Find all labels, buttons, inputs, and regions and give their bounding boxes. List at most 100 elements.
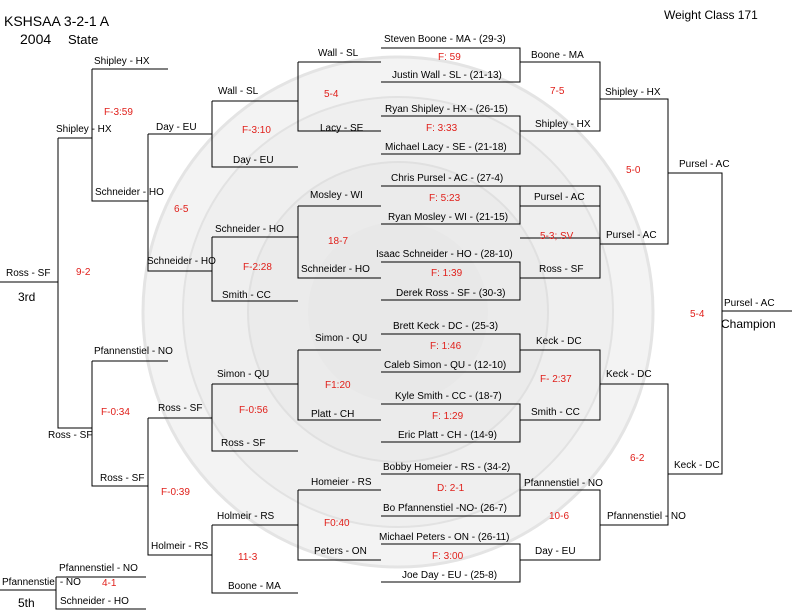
tournament-year: 2004 bbox=[20, 31, 52, 47]
bout-8-bottom: Joe Day - EU - (25-8) bbox=[402, 570, 498, 581]
cons-r4-1-top: Shipley - HX bbox=[94, 56, 150, 67]
cons-r1-3-top: Simon - QU bbox=[315, 333, 368, 344]
cons-r1-2-top: Mosley - WI bbox=[310, 190, 363, 201]
bout-1-top: Steven Boone - MA - (29-3) bbox=[384, 34, 506, 45]
cons-r2-3-bottom: Ross - SF bbox=[221, 438, 266, 449]
bout-4-top: Isaac Schneider - HO - (28-10) bbox=[376, 249, 513, 260]
bout-8-top: Michael Peters - ON - (26-11) bbox=[379, 532, 510, 543]
bout-5-bottom: Caleb Simon - QU - (12-10) bbox=[384, 360, 507, 371]
bout-1-bottom: Justin Wall - SL - (21-13) bbox=[392, 70, 502, 81]
qf-winner-4: Ross - SF bbox=[539, 264, 584, 275]
cons-r4-2 bbox=[91, 360, 168, 487]
cons-r2-4-bottom: Boone - MA bbox=[228, 581, 281, 592]
cons-r2-4-score: 11-3 bbox=[238, 552, 258, 563]
fifth-label: 5th bbox=[18, 596, 35, 610]
cons-r2-1-score: F-3:10 bbox=[242, 125, 271, 136]
bout-1-score: F: 59 bbox=[438, 52, 461, 63]
bout-5-top: Brett Keck - DC - (25-3) bbox=[393, 321, 499, 332]
qf-score-4: 10-6 bbox=[549, 511, 570, 522]
bout-7-bottom: Bo Pfannenstiel -NO- (26-7) bbox=[383, 503, 507, 514]
finalist-2: Keck - DC bbox=[674, 460, 720, 471]
cons-r1-1-top: Wall - SL bbox=[318, 48, 359, 59]
cons-r4-1-score: F-3:59 bbox=[104, 107, 133, 118]
cons-r2-1-bottom: Day - EU bbox=[233, 155, 274, 166]
cons-semi-winner-1: Shipley - HX bbox=[56, 124, 112, 135]
bout-7-score: D: 2-1 bbox=[437, 483, 465, 494]
bout-2-score: F: 3:33 bbox=[426, 123, 458, 134]
fifth-bottom: Schneider - HO bbox=[60, 596, 129, 607]
third-winner: Ross - SF bbox=[6, 268, 51, 279]
bout-2-top: Ryan Shipley - HX - (26-15) bbox=[385, 104, 508, 115]
qf-winner-5: Keck - DC bbox=[536, 336, 582, 347]
bout-4-score: F: 1:39 bbox=[431, 268, 463, 279]
qf-winner-3: Pursel - AC bbox=[534, 192, 585, 203]
cons-r2-1-top: Wall - SL bbox=[218, 86, 259, 97]
bout-3-score: F: 5:23 bbox=[429, 193, 461, 204]
fifth-winner: Pfannenstiel - NO bbox=[2, 577, 81, 588]
fifth-top: Pfannenstiel - NO bbox=[59, 563, 138, 574]
bout-6-top: Kyle Smith - CC - (18-7) bbox=[395, 391, 502, 402]
final-score: 5-4 bbox=[690, 309, 705, 320]
bout-6-bottom: Eric Platt - CH - (14-9) bbox=[398, 430, 497, 441]
cons-r4-1-bottom: Schneider - HO bbox=[95, 187, 164, 198]
finalist-1: Pursel - AC bbox=[679, 159, 730, 170]
cons-r3-1-score: 6-5 bbox=[174, 204, 189, 215]
semi-score-2: 6-2 bbox=[630, 453, 645, 464]
bout-8-score: F: 3:00 bbox=[432, 551, 464, 562]
cons-r3-2-bottom: Holmeir - RS bbox=[151, 541, 209, 552]
cons-r3-1-top: Day - EU bbox=[156, 122, 197, 133]
tournament-event: State bbox=[68, 32, 99, 47]
cons-r3-2-score: F-0:39 bbox=[161, 487, 190, 498]
semi-winner-1: Shipley - HX bbox=[605, 87, 661, 98]
tournament-title: KSHSAA 3-2-1 A bbox=[4, 13, 110, 29]
third-score: 9-2 bbox=[76, 267, 91, 278]
semi-winner-2: Pursel - AC bbox=[606, 230, 657, 241]
bout-2-bottom: Michael Lacy - SE - (21-18) bbox=[385, 142, 507, 153]
final-lines bbox=[668, 172, 723, 475]
cons-r2-2-score: F-2:28 bbox=[243, 262, 272, 273]
cons-r2-2-top: Schneider - HO bbox=[215, 224, 284, 235]
qf-winner-2: Shipley - HX bbox=[535, 119, 591, 130]
bout-4-bottom: Derek Ross - SF - (30-3) bbox=[396, 288, 506, 299]
bout-5-score: F: 1:46 bbox=[430, 341, 462, 352]
bout-3-top: Chris Pursel - AC - (27-4) bbox=[391, 173, 504, 184]
qf-winner-7: Pfannenstiel - NO bbox=[524, 478, 603, 489]
cons-r1-3-bottom: Platt - CH bbox=[311, 409, 355, 420]
semi-score-1: 5-0 bbox=[626, 165, 641, 176]
cons-r1-4-top: Homeier - RS bbox=[311, 477, 372, 488]
bout-6-score: F: 1:29 bbox=[432, 411, 464, 422]
qf-score-3: F- 2:37 bbox=[540, 374, 572, 385]
fifth-score: 4-1 bbox=[102, 578, 117, 589]
qf-winner-1: Boone - MA bbox=[531, 50, 584, 61]
cons-r3-2-top: Ross - SF bbox=[158, 403, 203, 414]
cons-r1-4-bottom: Peters - ON bbox=[314, 546, 367, 557]
qf-score-1: 7-5 bbox=[550, 86, 565, 97]
cons-r1-2-score: 18-7 bbox=[328, 236, 349, 247]
weight-class: Weight Class 171 bbox=[664, 8, 758, 22]
qf-score-2: 5-3; SV bbox=[540, 231, 574, 242]
cons-r2-2-bottom: Smith - CC bbox=[222, 290, 271, 301]
cons-r1-1-bottom: Lacy - SE bbox=[320, 123, 364, 134]
cons-r1-3-score: F1:20 bbox=[325, 380, 351, 391]
cons-r1-2-bottom: Schneider - HO bbox=[301, 264, 370, 275]
cons-r1-4-score: F0:40 bbox=[324, 518, 350, 529]
cons-r2-3-score: F-0:56 bbox=[239, 405, 268, 416]
cons-r4-2-bottom: Ross - SF bbox=[100, 473, 145, 484]
bout-7-top: Bobby Homeier - RS - (34-2) bbox=[383, 462, 511, 473]
cons-r1-1 bbox=[297, 61, 381, 132]
cons-r4-2-top: Pfannenstiel - NO bbox=[94, 346, 173, 357]
qf-winner-6: Smith - CC bbox=[531, 407, 580, 418]
cons-r4-2-score: F-0:34 bbox=[101, 407, 130, 418]
champion-name: Pursel - AC bbox=[724, 298, 775, 309]
semi-winner-4: Pfannenstiel - NO bbox=[607, 511, 686, 522]
bout-3-bottom: Ryan Mosley - WI - (21-15) bbox=[388, 212, 509, 223]
cons-r3-1 bbox=[147, 133, 212, 272]
qf-winner-8: Day - EU bbox=[535, 546, 576, 557]
cons-semi-winner-2: Ross - SF bbox=[48, 430, 93, 441]
third-label: 3rd bbox=[18, 290, 36, 304]
cons-r2-3-top: Simon - QU bbox=[217, 369, 270, 380]
cons-r3-1-bottom: Schneider - HO bbox=[147, 256, 216, 267]
cons-semi-1 bbox=[57, 137, 92, 429]
cons-r2-4-top: Holmeir - RS bbox=[217, 511, 275, 522]
cons-r1-1-score: 5-4 bbox=[324, 89, 339, 100]
